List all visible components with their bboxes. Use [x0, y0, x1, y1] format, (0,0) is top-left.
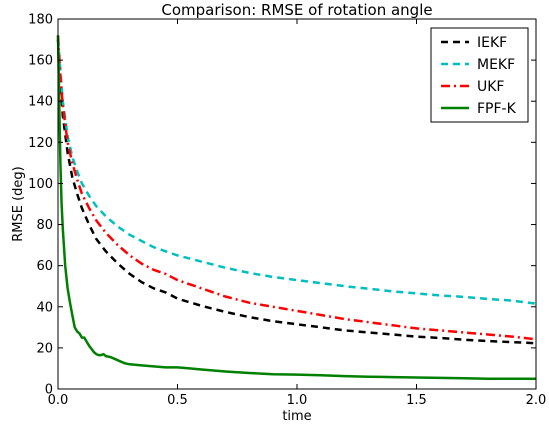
chart-title: Comparison: RMSE of rotation angle	[161, 1, 432, 19]
legend-label: MEKF	[477, 57, 515, 73]
y-tick-label: 140	[28, 95, 53, 110]
x-axis-title: time	[282, 409, 311, 424]
x-tick-label: 1.0	[287, 393, 308, 408]
y-tick-label: 80	[36, 218, 53, 233]
series-line-ukf	[56, 35, 537, 341]
legend-label: FPF-K	[477, 101, 517, 117]
x-tick-label: 1.5	[406, 393, 427, 408]
y-tick-label: 60	[36, 259, 53, 274]
legend: IEKF MEKF UKF FPF-K	[430, 27, 529, 123]
y-tick-label: 0	[45, 383, 53, 398]
legend-box	[430, 27, 529, 123]
series-line-mekf	[56, 39, 537, 305]
plot-lines	[56, 35, 537, 380]
x-tick-label: 0.5	[167, 393, 188, 408]
series-line-fpf-k	[56, 35, 536, 380]
x-tick-label: 2.0	[526, 393, 547, 408]
x-axis-ticks: 0.0 0.5 1.0 1.5 2.0	[48, 19, 547, 408]
y-tick-label: 100	[28, 177, 53, 192]
y-tick-label: 180	[28, 13, 53, 28]
y-axis-ticks: 0 20 40 60 80 100 120 140 160 180	[28, 13, 536, 398]
y-tick-label: 120	[28, 136, 53, 151]
y-axis-title: RMSE (deg)	[11, 166, 26, 242]
legend-label: IEKF	[477, 35, 507, 51]
y-tick-label: 40	[36, 300, 53, 315]
y-tick-label: 160	[28, 54, 53, 69]
legend-label: UKF	[477, 79, 504, 95]
x-tick-label: 0.0	[48, 393, 69, 408]
y-tick-label: 20	[36, 341, 53, 356]
